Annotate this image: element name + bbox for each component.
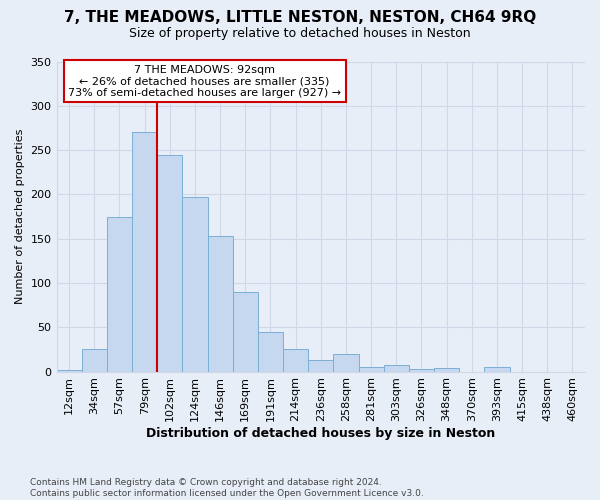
Bar [208, 236, 233, 372]
Text: Contains HM Land Registry data © Crown copyright and database right 2024.
Contai: Contains HM Land Registry data © Crown c… [30, 478, 424, 498]
Bar [359, 367, 383, 372]
Text: 7, THE MEADOWS, LITTLE NESTON, NESTON, CH64 9RQ: 7, THE MEADOWS, LITTLE NESTON, NESTON, C… [64, 10, 536, 25]
Bar [308, 360, 334, 372]
Text: 7 THE MEADOWS: 92sqm
← 26% of detached houses are smaller (335)
73% of semi-deta: 7 THE MEADOWS: 92sqm ← 26% of detached h… [68, 64, 341, 98]
Bar [484, 367, 509, 372]
Bar [107, 216, 132, 372]
Bar [233, 292, 258, 372]
Bar [283, 350, 308, 372]
Bar [258, 332, 283, 372]
Bar [383, 366, 409, 372]
Bar [132, 132, 157, 372]
Bar [56, 370, 82, 372]
Text: Size of property relative to detached houses in Neston: Size of property relative to detached ho… [129, 28, 471, 40]
Bar [409, 369, 434, 372]
Bar [182, 197, 208, 372]
Bar [157, 154, 182, 372]
X-axis label: Distribution of detached houses by size in Neston: Distribution of detached houses by size … [146, 427, 496, 440]
Bar [82, 350, 107, 372]
Y-axis label: Number of detached properties: Number of detached properties [15, 129, 25, 304]
Bar [334, 354, 359, 372]
Bar [434, 368, 459, 372]
